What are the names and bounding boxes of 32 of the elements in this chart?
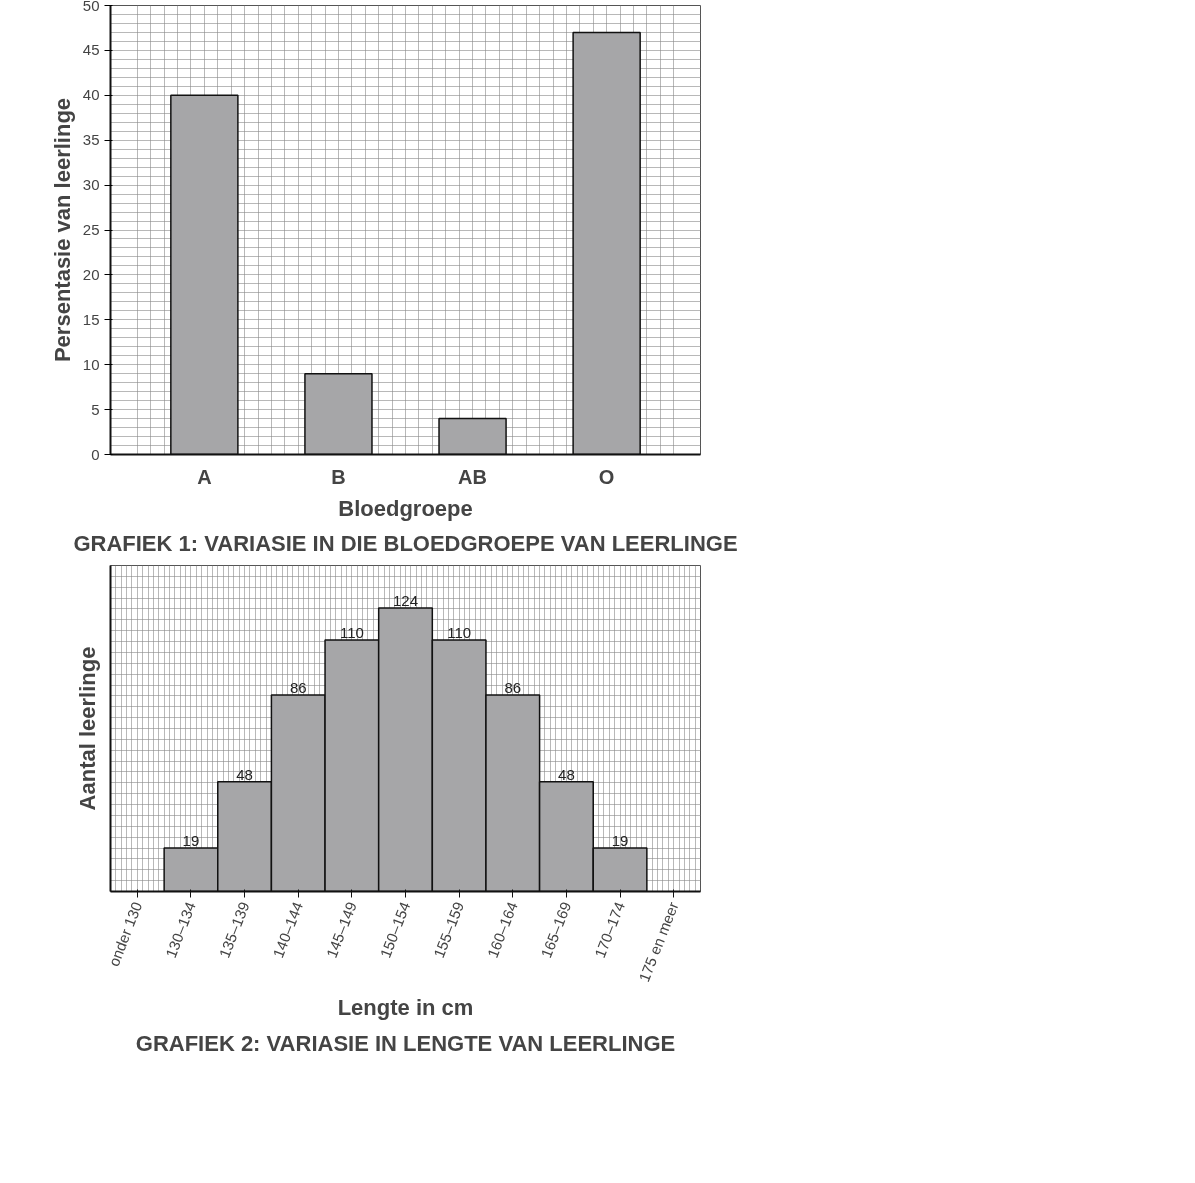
data-label: 19 — [182, 832, 200, 850]
data-label: 19 — [611, 832, 629, 850]
x-tick-label: AB — [458, 465, 487, 488]
y-tick-label: 40 — [82, 86, 100, 104]
text: GRAFIEK 2: VARIASIE IN LENGTE VAN LEERLINGE — [135, 1030, 676, 1056]
y-tick-label: 5 — [91, 400, 100, 418]
data-label: 48 — [236, 765, 253, 783]
y-axis-title: Aantal leerlinge — [74, 646, 100, 811]
x-tick-label: onder 130 — [104, 899, 146, 969]
data-label: 110 — [339, 624, 364, 642]
x-axis-title: Lengte in cm — [337, 995, 474, 1021]
x-tick-label: B — [331, 465, 346, 488]
data-label: 86 — [289, 678, 307, 696]
data-label: 86 — [504, 678, 522, 696]
text: GRAFIEK 1: VARIASIE IN DIE BLOEDGROEPE VAN LEERLINGE — [73, 530, 738, 556]
x-tick-label: O — [598, 465, 615, 488]
y-tick-label: 25 — [82, 221, 100, 238]
y-tick-label: 15 — [82, 310, 100, 328]
y-tick-label: 10 — [82, 355, 100, 373]
y-tick-label: 20 — [82, 265, 100, 283]
y-tick-label: 0 — [91, 445, 100, 463]
x-axis-title: Bloedgroepe — [338, 495, 473, 521]
y-tick-label: 35 — [82, 131, 100, 149]
y-axis-title: Persentasie van leerlinge — [49, 97, 75, 363]
x-tick-label: A — [197, 465, 212, 488]
data-label: 110 — [447, 624, 472, 642]
x-tick-label: 175 en meer — [635, 899, 682, 985]
y-tick-label: 50 — [82, 0, 100, 14]
data-label: 48 — [558, 765, 575, 783]
y-tick-label: 30 — [82, 176, 100, 194]
y-tick-label: 45 — [82, 41, 100, 59]
data-label: 124 — [392, 592, 419, 610]
